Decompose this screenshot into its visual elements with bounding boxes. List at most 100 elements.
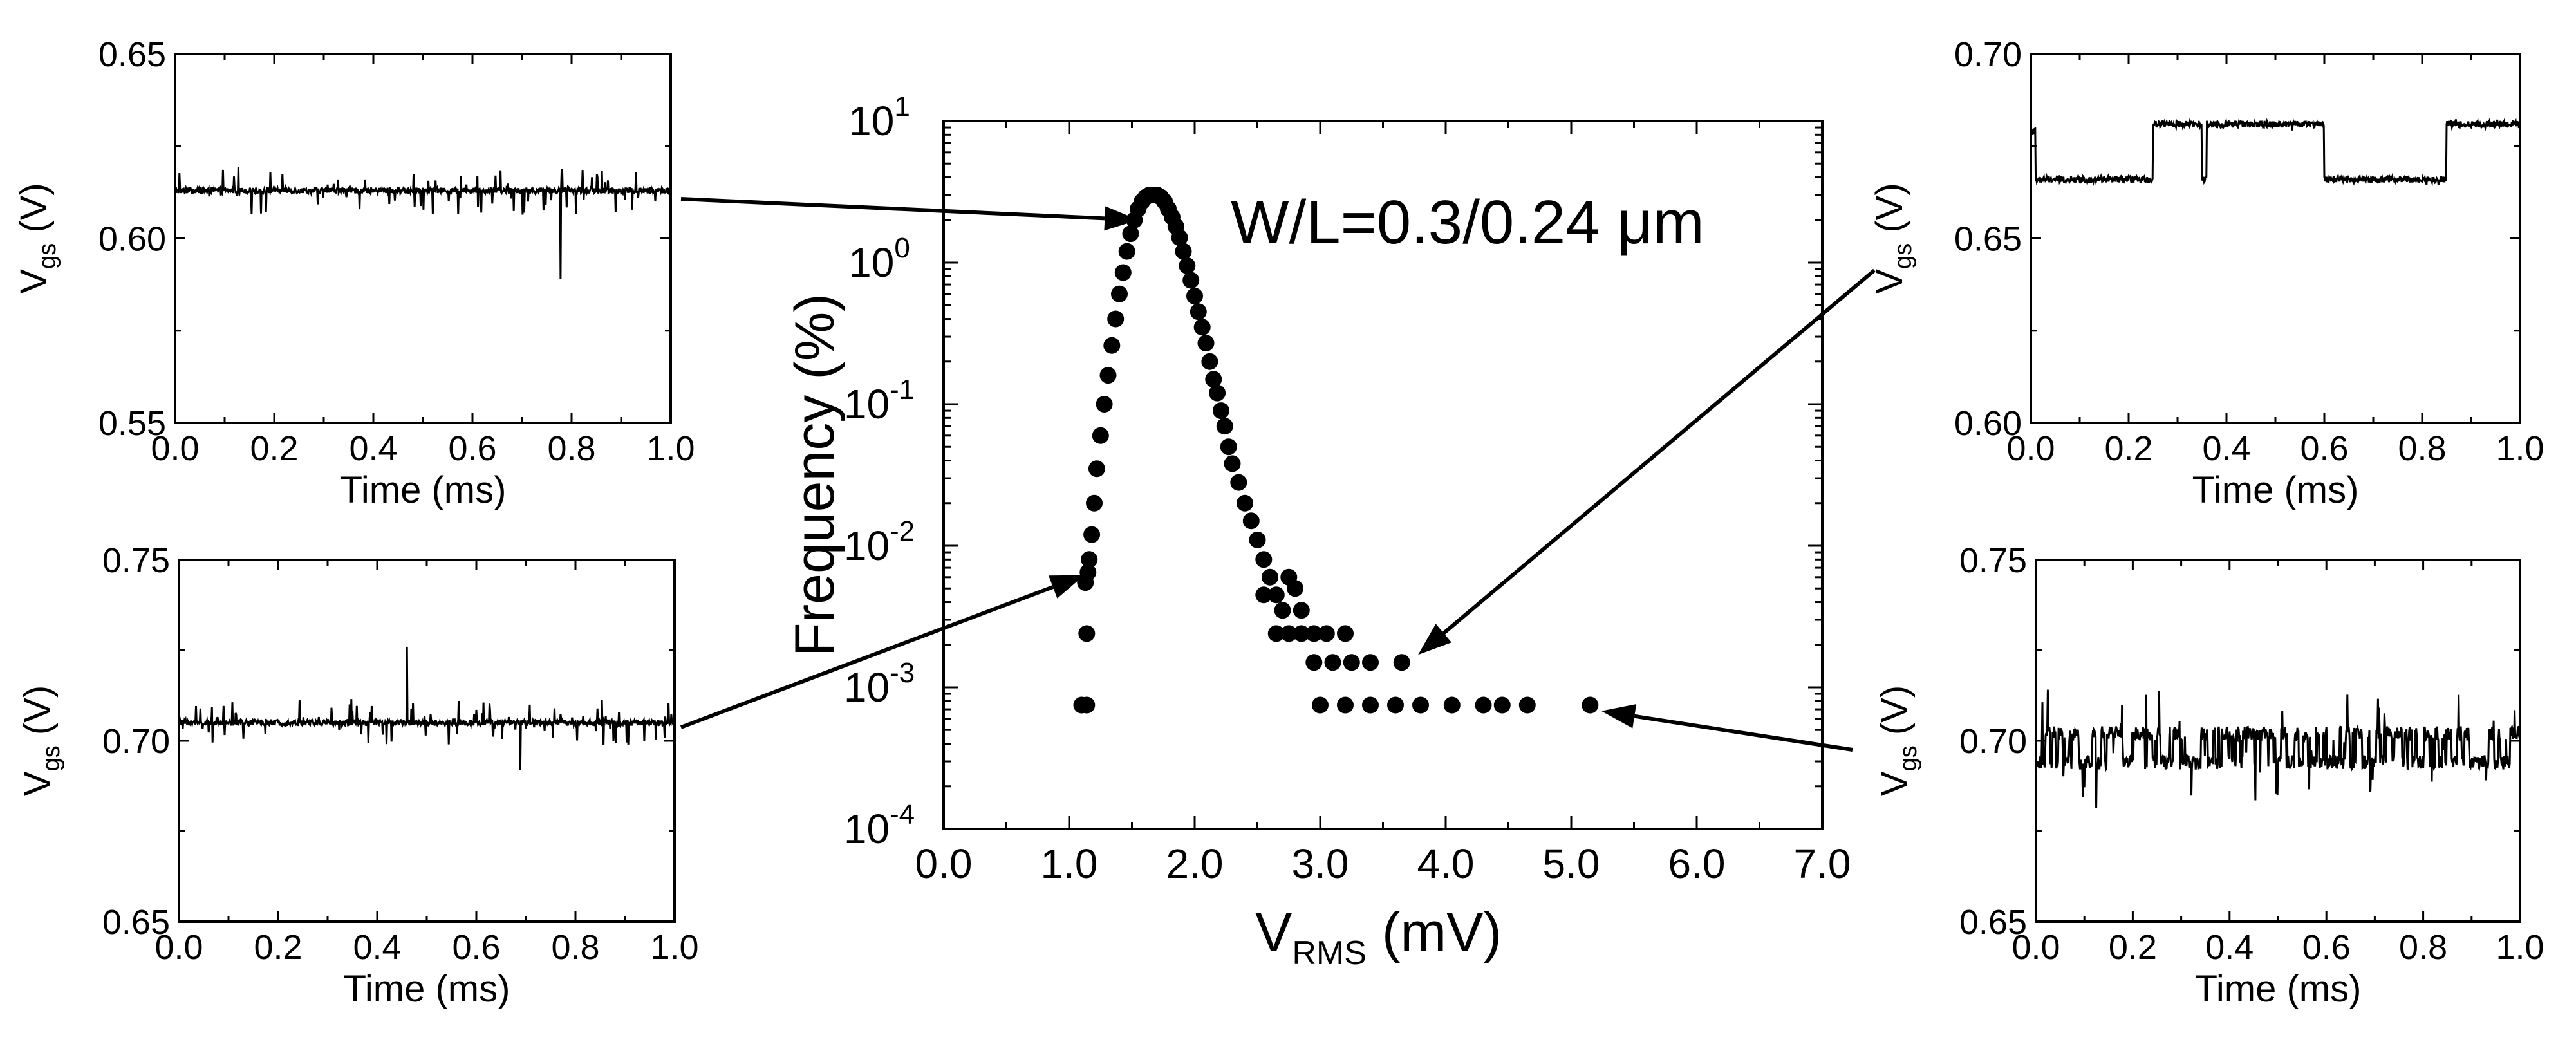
x-tick-label: 5.0 (1543, 841, 1600, 887)
x-tick-label: 0.2 (250, 429, 298, 468)
inset-y-axis-title: Vgs (V) (1869, 183, 1917, 293)
x-tick-label: 0.8 (551, 928, 599, 967)
main-x-axis: 0.0 1.0 2.0 3.0 4.0 5.0 6.0 7.0 (915, 121, 1851, 887)
x-tick-label: 7.0 (1794, 841, 1851, 887)
data-point (1190, 303, 1207, 321)
data-point (1078, 625, 1096, 642)
trace-line (2035, 689, 2521, 808)
x-tick-label: 0.2 (254, 928, 302, 967)
data-point (1107, 310, 1125, 328)
data-point (1182, 272, 1200, 289)
x-tick-label: 0.8 (547, 429, 595, 468)
data-point (1114, 264, 1132, 281)
x-tick-label: 0.4 (2202, 429, 2250, 468)
data-point (1122, 225, 1139, 243)
y-tick-label: 10-2 (844, 516, 915, 569)
main-annotation: W/L=0.3/0.24 μm (1231, 188, 1704, 257)
y-tick-label: 0.75 (102, 541, 170, 580)
y-tick-label: 10-4 (844, 799, 915, 852)
main-y-axis-title: Frequency (%) (784, 293, 846, 656)
data-point (1096, 396, 1113, 413)
arrow-to-peak (680, 197, 1139, 231)
data-point (1216, 418, 1233, 435)
x-tick-label: 1.0 (1041, 841, 1098, 887)
x-tick-label: 0.0 (2006, 429, 2055, 468)
inset-trace-bottom-left: 0.0 0.2 0.4 0.6 0.8 1.0 0.65 0.70 0.75 Time (ms) V… (17, 541, 699, 1010)
main-histogram-plot: 0.0 1.0 2.0 3.0 4.0 5.0 6.0 7.0 10-410-310-210-… (784, 91, 1851, 972)
data-point (1324, 654, 1341, 671)
data-point (1267, 586, 1285, 604)
x-tick-label: 0.8 (2398, 429, 2446, 468)
x-tick-label: 0.8 (2399, 928, 2447, 967)
data-point (1305, 654, 1323, 671)
data-point (1362, 654, 1379, 671)
data-point (1475, 696, 1492, 714)
inset-x-axis-title: Time (ms) (340, 469, 507, 511)
data-point (1083, 526, 1101, 543)
x-tick-label: 4.0 (1417, 841, 1475, 887)
main-data-points (1073, 187, 1599, 714)
y-tick-label: 101 (848, 91, 910, 144)
inset-x-axis-title: Time (ms) (344, 968, 510, 1010)
inset-trace-bottom-right: 0.0 0.2 0.4 0.6 0.8 1.0 0.65 0.70 0.75 Time (ms) V… (1874, 541, 2544, 1010)
inset-frame (178, 559, 676, 923)
inset-y-axis-title: Vgs (V) (17, 685, 65, 796)
data-point (1186, 288, 1203, 304)
inset-x-axis-title: Time (ms) (2192, 469, 2359, 511)
arrow-to-far-tail (1601, 704, 1853, 752)
y-tick-label: 0.65 (1959, 903, 2027, 942)
y-tick-label: 0.75 (1959, 541, 2027, 580)
data-point (1280, 625, 1298, 642)
callout-arrows (680, 197, 1876, 752)
inset-x-axis-title: Time (ms) (2195, 968, 2362, 1010)
data-point (1255, 586, 1273, 604)
x-tick-label: 1.0 (650, 928, 698, 967)
data-point (1293, 602, 1310, 619)
x-tick-label: 3.0 (1292, 841, 1349, 887)
data-point (1493, 696, 1511, 714)
data-point (1220, 438, 1237, 456)
x-tick-label: 0.6 (2300, 429, 2348, 468)
data-point (1262, 568, 1278, 586)
x-tick-label: 1.0 (2496, 928, 2544, 967)
trace-line (2030, 117, 2521, 187)
data-point (1099, 367, 1117, 384)
data-point (1175, 243, 1192, 260)
y-tick-label: 0.70 (1954, 35, 2022, 74)
data-point (1242, 512, 1260, 530)
inset-y-axis-title: Vgs (V) (1874, 685, 1922, 796)
x-tick-label: 0.2 (2109, 928, 2157, 967)
data-point (1293, 625, 1310, 642)
data-point (1230, 474, 1247, 491)
x-tick-label: 0.4 (349, 429, 397, 468)
x-tick-label: 0.0 (2011, 928, 2060, 967)
data-point (1274, 602, 1291, 619)
trace-line (178, 646, 676, 770)
inset-frame (2030, 53, 2521, 424)
data-point (1237, 494, 1253, 512)
y-tick-label: 0.60 (98, 220, 166, 259)
data-point (1118, 243, 1135, 260)
data-point (1224, 455, 1241, 472)
x-tick-label: 0.0 (915, 841, 973, 887)
trace-line (174, 167, 671, 279)
inset-frame (174, 53, 672, 424)
x-tick-label: 0.4 (353, 928, 401, 967)
data-point (1193, 319, 1211, 336)
data-point (1078, 696, 1096, 714)
inset-trace-top-right: 0.0 0.2 0.4 0.6 0.8 1.0 0.60 0.65 0.70 Time (ms) V… (1869, 35, 2544, 511)
data-point (1337, 625, 1354, 642)
y-tick-label: 0.55 (98, 404, 166, 443)
x-tick-label: 1.0 (2496, 429, 2544, 468)
arrow-to-mid-tail (1418, 268, 1876, 655)
data-point (1312, 696, 1329, 714)
data-point (1086, 494, 1103, 512)
y-tick-label: 0.65 (98, 35, 166, 74)
data-point (1209, 384, 1226, 402)
data-point (1205, 371, 1222, 388)
data-point (1305, 625, 1323, 642)
inset-trace-top-left: 0.0 0.2 0.4 0.6 0.8 1.0 0.55 0.60 0.65 Time (ms) V… (13, 35, 695, 511)
arrow-to-left-tail (680, 575, 1085, 729)
x-tick-label: 0.0 (151, 429, 199, 468)
